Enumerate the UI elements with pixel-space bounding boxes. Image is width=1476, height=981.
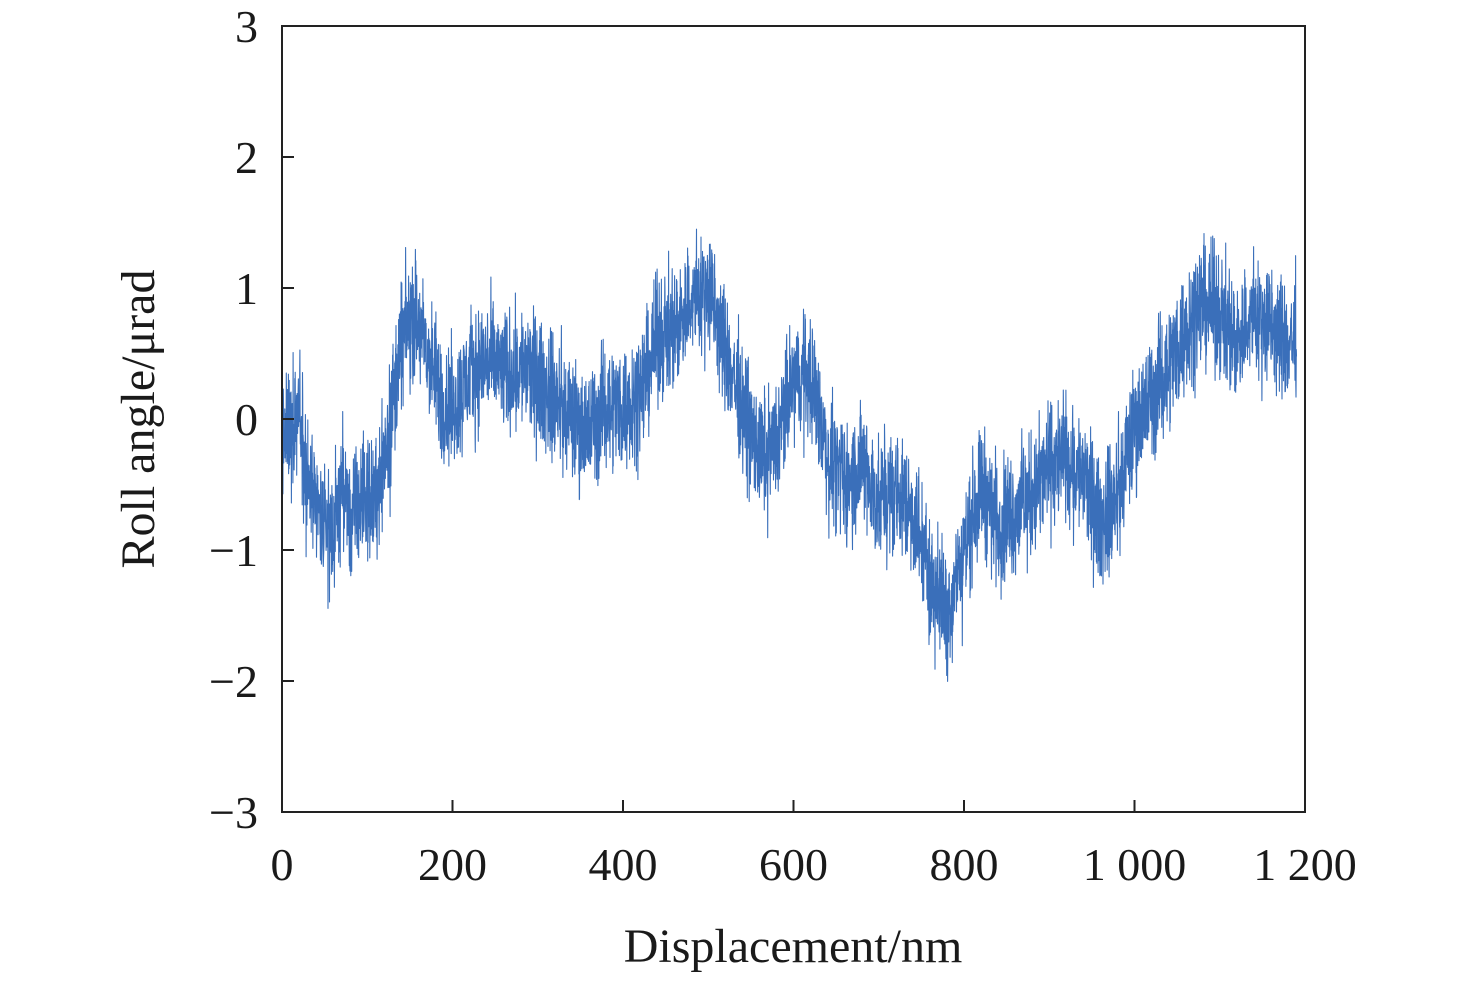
y-tick-label-2: 2 — [235, 132, 258, 183]
x-tick-label-1200: 1 200 — [1253, 839, 1357, 890]
tick-layer: 0 200 400 600 800 1 000 1 200 3 2 1 0 −1 −2 −3 — [209, 1, 1357, 890]
x-tick-label-800: 800 — [930, 839, 999, 890]
y-tick-label--3: −3 — [209, 787, 258, 838]
x-tick-label-0: 0 — [271, 839, 294, 890]
x-tick-label-400: 400 — [589, 839, 658, 890]
y-tick-label-1: 1 — [235, 263, 258, 314]
y-tick-label-0: 0 — [235, 394, 258, 445]
x-tick-label-600: 600 — [759, 839, 828, 890]
y-tick-label--1: −1 — [209, 525, 258, 576]
y-tick-label-3: 3 — [235, 1, 258, 52]
x-tick-label-200: 200 — [418, 839, 487, 890]
series-layer — [281, 228, 1298, 682]
series-line-0 — [281, 228, 1298, 682]
x-axis-title: Displacement/nm — [624, 920, 963, 973]
y-tick-label--2: −2 — [209, 656, 258, 707]
y-axis-title: Roll angle/μrad — [112, 270, 165, 569]
x-tick-label-1000: 1 000 — [1083, 839, 1187, 890]
